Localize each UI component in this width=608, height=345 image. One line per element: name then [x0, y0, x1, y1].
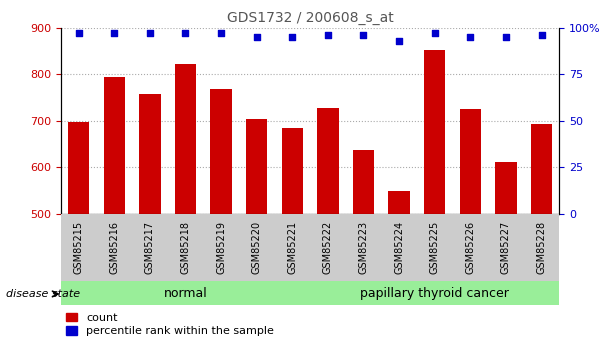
Text: disease state: disease state: [6, 289, 80, 299]
Bar: [496, 162, 517, 214]
Text: GSM85218: GSM85218: [181, 221, 190, 274]
Bar: [353, 150, 374, 214]
Bar: [389, 191, 410, 214]
Point: [323, 32, 333, 38]
Bar: [282, 128, 303, 214]
Bar: [424, 50, 446, 214]
Text: GSM85228: GSM85228: [536, 221, 547, 274]
Bar: [246, 119, 268, 214]
Text: GSM85220: GSM85220: [252, 221, 261, 274]
Bar: [103, 77, 125, 214]
Title: GDS1732 / 200608_s_at: GDS1732 / 200608_s_at: [227, 11, 393, 25]
Bar: [68, 122, 89, 214]
Point: [466, 34, 475, 40]
Text: GSM85223: GSM85223: [359, 221, 368, 274]
Text: GSM85219: GSM85219: [216, 221, 226, 274]
Point: [430, 30, 440, 36]
Bar: [531, 125, 552, 214]
Bar: [174, 64, 196, 214]
Point: [74, 30, 83, 36]
Bar: [210, 89, 232, 214]
Text: GSM85217: GSM85217: [145, 221, 155, 274]
Text: GSM85215: GSM85215: [74, 221, 84, 274]
Bar: [139, 94, 161, 214]
Point: [394, 38, 404, 43]
Point: [216, 30, 226, 36]
Point: [145, 30, 154, 36]
Text: GSM85216: GSM85216: [109, 221, 119, 274]
Text: normal: normal: [164, 287, 207, 300]
Point: [359, 32, 368, 38]
Point: [288, 34, 297, 40]
Bar: [460, 109, 481, 214]
Point: [252, 34, 261, 40]
Point: [501, 34, 511, 40]
Text: GSM85221: GSM85221: [287, 221, 297, 274]
Point: [537, 32, 547, 38]
Text: GSM85222: GSM85222: [323, 221, 333, 274]
Bar: [310, 281, 559, 305]
Bar: [61, 281, 310, 305]
Legend: count, percentile rank within the sample: count, percentile rank within the sample: [66, 313, 274, 336]
Text: papillary thyroid cancer: papillary thyroid cancer: [361, 287, 509, 300]
Point: [109, 30, 119, 36]
Bar: [317, 108, 339, 214]
Text: GSM85226: GSM85226: [465, 221, 475, 274]
Text: GSM85227: GSM85227: [501, 221, 511, 274]
Text: GSM85225: GSM85225: [430, 221, 440, 274]
Text: GSM85224: GSM85224: [394, 221, 404, 274]
Point: [181, 30, 190, 36]
